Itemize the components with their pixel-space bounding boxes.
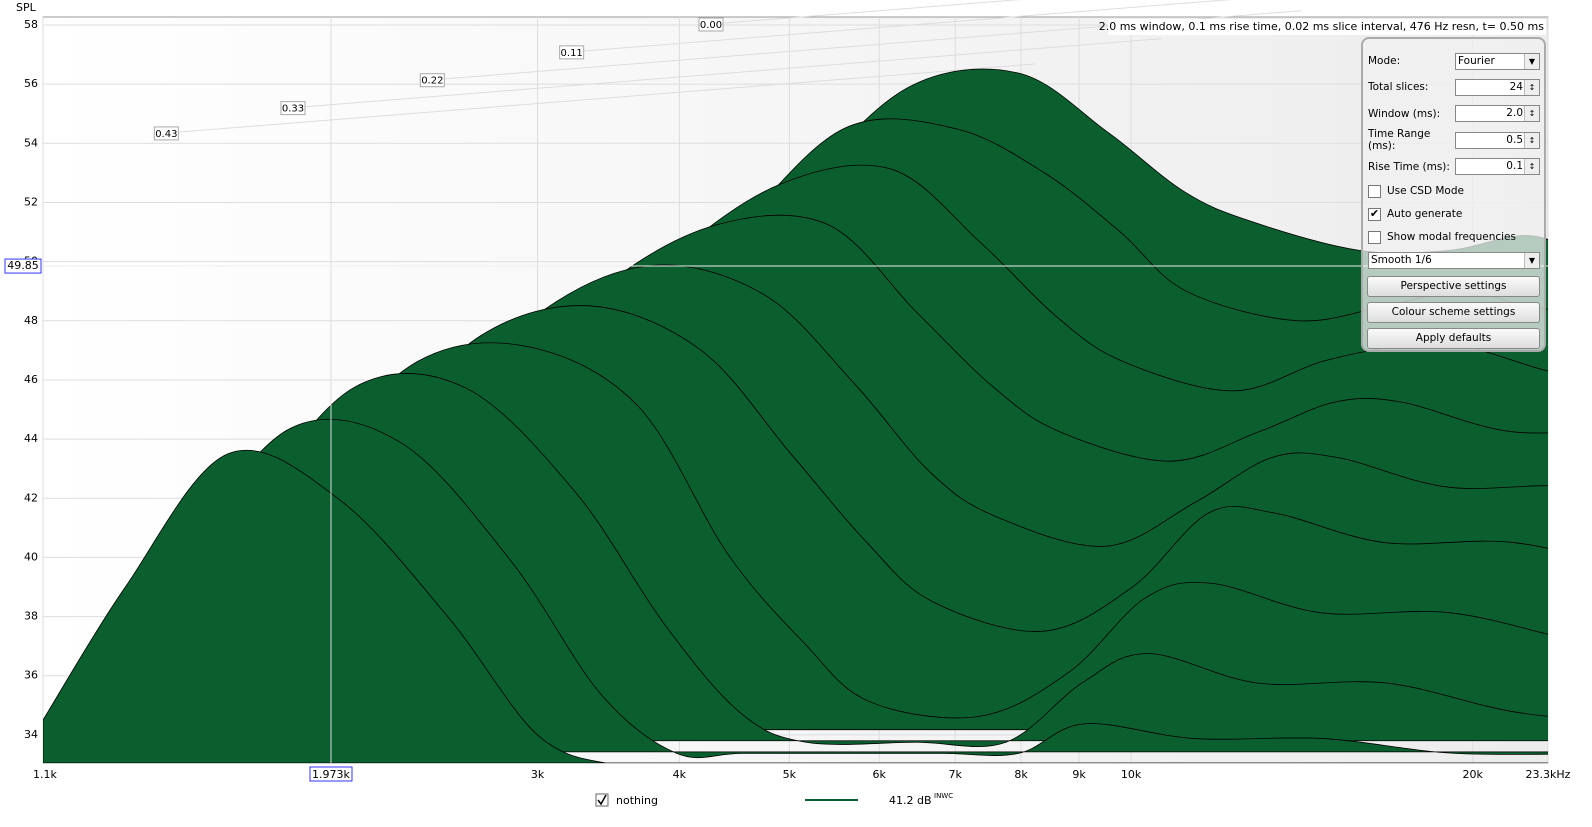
y-tick-label: 52 xyxy=(24,195,38,208)
y-tick-label: 56 xyxy=(24,77,38,90)
z-grid-line xyxy=(560,0,1232,54)
slices xyxy=(43,68,1548,763)
legend-name: nothing xyxy=(616,794,658,807)
field-input[interactable]: 0.5 ↕ xyxy=(1455,131,1540,149)
dropdown-arrow[interactable]: ▼ xyxy=(1524,53,1539,69)
spinner[interactable]: ↕ xyxy=(1524,159,1539,174)
field-input[interactable]: 0.1 ↕ xyxy=(1455,158,1540,175)
x-tick-label: 1.1k xyxy=(33,768,57,781)
z-grid-line xyxy=(699,0,1021,26)
z-tick-box xyxy=(698,17,724,32)
x-tick-label: 23.3kHz xyxy=(1526,768,1571,781)
field-label: Time Range (ms): xyxy=(1368,128,1431,152)
cursor-x-box xyxy=(309,766,353,782)
z-tick-label: 0.00 xyxy=(700,20,722,31)
legend-value: 41.2 dB xyxy=(889,794,932,807)
button[interactable]: Apply defaults xyxy=(1367,328,1540,349)
info-box xyxy=(1108,19,1546,35)
dropdown-arrow[interactable]: ▼ xyxy=(1524,252,1539,268)
checkbox-label: Use CSD Mode xyxy=(1387,185,1464,197)
y-tick-label: 42 xyxy=(24,491,38,504)
z-tick-box xyxy=(559,45,585,60)
z-tick-label: 0.33 xyxy=(282,104,304,115)
y-tick-label: 40 xyxy=(24,550,38,563)
control-panel: Mode: Fourier ▼ Total slices: 24 ↕ Window (ms)… xyxy=(1361,37,1546,352)
field-label: Rise Time (ms): xyxy=(1368,160,1450,173)
y-tick-label: 54 xyxy=(24,136,38,149)
z-tick-label: 0.43 xyxy=(155,129,177,140)
z-tick-box xyxy=(280,101,306,116)
y-tick-label: 46 xyxy=(24,373,38,386)
legend-check xyxy=(597,794,607,806)
x-tick-label: 4k xyxy=(673,768,687,781)
x-tick-label: 8k xyxy=(1014,768,1028,781)
smoothing-select[interactable]: Smooth 1/6 ▼ xyxy=(1368,251,1540,269)
y-axis-title: SPL xyxy=(16,1,37,14)
y-tick-label: 58 xyxy=(24,18,38,31)
z-tick-box xyxy=(153,126,179,141)
control-row: ✔ Auto generate xyxy=(1368,204,1540,224)
info-text: 2.0 ms window, 0.1 ms rise time, 0.02 ms… xyxy=(1099,20,1545,33)
y-tick-label: 36 xyxy=(24,669,38,682)
checkbox-label: Show modal frequencies xyxy=(1387,231,1516,243)
control-row: Time Range (ms): 0.5 ↕ xyxy=(1368,128,1540,152)
x-tick-label: 6k xyxy=(873,768,887,781)
button[interactable]: Colour scheme settings xyxy=(1367,302,1540,323)
z-tick-box xyxy=(419,73,445,88)
waterfall-slice xyxy=(43,449,1548,763)
cursor-y-label: 49.85 xyxy=(7,259,39,272)
checkbox[interactable] xyxy=(1368,230,1381,244)
z-grid-line xyxy=(281,38,1163,110)
y-tick-label: 34 xyxy=(24,728,38,741)
control-row: Mode: Fourier ▼ xyxy=(1368,51,1540,71)
control-row: Rise Time (ms): 0.1 ↕ xyxy=(1368,157,1540,177)
x-tick-label: 9k xyxy=(1072,768,1086,781)
z-tick-label: 0.11 xyxy=(561,48,583,59)
button[interactable]: Perspective settings xyxy=(1367,276,1540,297)
x-tick-label: 3k xyxy=(531,768,545,781)
checkbox[interactable]: ✔ xyxy=(1368,206,1381,221)
mode-select[interactable]: Fourier ▼ xyxy=(1455,52,1540,70)
field-label: Total slices: xyxy=(1368,81,1429,93)
control-row: Use CSD Mode xyxy=(1368,181,1540,201)
checkbox-label: Auto generate xyxy=(1387,208,1463,220)
control-row: Window (ms): 2.0 ↕ xyxy=(1368,104,1540,124)
x-tick-label: 20k xyxy=(1463,768,1484,781)
field-input[interactable]: 24 ↕ xyxy=(1455,78,1540,96)
x-tick-label: 5k xyxy=(783,768,797,781)
cursor-y-box xyxy=(4,258,42,274)
x-tick-label: 7k xyxy=(949,768,963,781)
z-tick-label: 0.22 xyxy=(421,76,443,87)
mode-label: Mode: xyxy=(1368,55,1401,67)
control-row: Show modal frequencies xyxy=(1368,227,1540,247)
overlay xyxy=(43,17,1548,763)
z-grid-line xyxy=(155,63,1036,135)
x-tick-label: 10k xyxy=(1121,768,1142,781)
spinner[interactable]: ↕ xyxy=(1524,79,1539,95)
field-label: Window (ms): xyxy=(1368,107,1441,120)
y-tick-label: 44 xyxy=(24,432,38,445)
field-input[interactable]: 2.0 ↕ xyxy=(1455,105,1540,122)
spinner[interactable]: ↕ xyxy=(1524,132,1539,148)
spinner[interactable]: ↕ xyxy=(1524,106,1539,121)
legend-unit: INWC xyxy=(934,792,953,800)
cursor-x-label: 1.973k xyxy=(312,768,350,781)
y-tick-label: 48 xyxy=(24,314,38,327)
control-row: Smooth 1/6 ▼ xyxy=(1368,250,1541,270)
y-tick-label: 38 xyxy=(24,610,38,623)
control-row: Total slices: 24 ↕ xyxy=(1368,77,1540,97)
checkbox[interactable] xyxy=(1368,184,1381,198)
